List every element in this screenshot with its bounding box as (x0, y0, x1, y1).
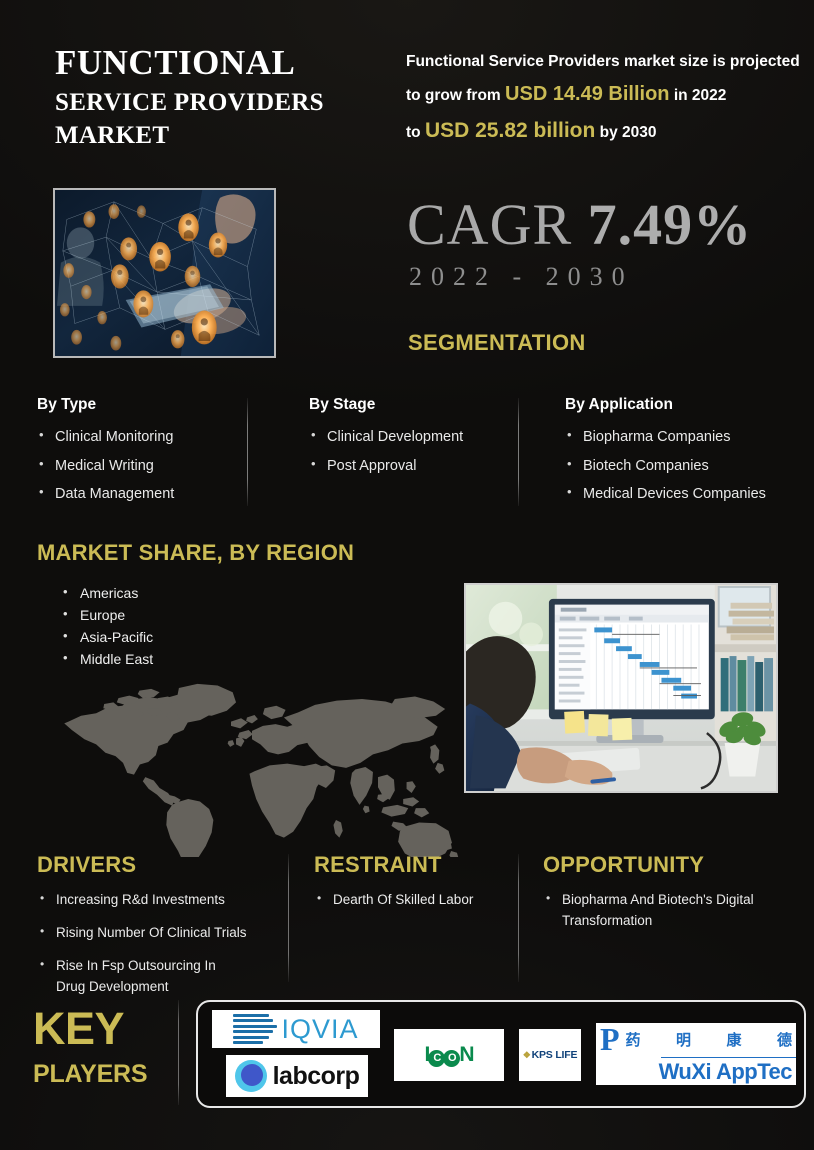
factor-item: Rise In Fsp Outsourcing In Drug Developm… (37, 955, 247, 998)
factor-divider (288, 854, 289, 982)
iqvia-wordmark: IQVIA (281, 1013, 359, 1044)
factor-list: Dearth Of Skilled Labor (314, 889, 504, 911)
factor-item: Biopharma And Biotech's Digital Transfor… (543, 889, 793, 932)
key-players-label: KEY PLAYERS (33, 1006, 173, 1087)
network-illustration (55, 190, 274, 356)
segment-column-by-stage: By Stage Clinical Development Post Appro… (309, 396, 463, 480)
factor-list: Increasing R&d Investments Rising Number… (37, 889, 247, 998)
factors-section: DRIVERS Increasing R&d Investments Risin… (0, 852, 814, 994)
factor-item: Rising Number Of Clinical Trials (37, 922, 247, 944)
segment-item: Clinical Monitoring (37, 422, 174, 452)
icon-ring-o: O (443, 1050, 461, 1067)
segment-divider (518, 398, 519, 506)
factor-heading: OPPORTUNITY (543, 852, 705, 877)
title-line-2: SERVICE PROVIDERS (55, 88, 324, 116)
segment-column-by-type: By Type Clinical Monitoring Medical Writ… (37, 396, 174, 509)
page-title: FUNCTIONAL SERVICE PROVIDERS MARKET (55, 44, 395, 149)
key-players-line-1: KEY (33, 1003, 125, 1054)
factor-list: Biopharma And Biotech's Digital Transfor… (543, 889, 793, 932)
segment-title: By Application (565, 396, 673, 413)
segment-item: Biotech Companies (565, 451, 766, 481)
segment-list: Clinical Development Post Approval (309, 422, 463, 481)
value-2022: USD 14.49 Billion (505, 82, 670, 105)
factor-heading: RESTRAINT (314, 852, 442, 877)
title-line-3: MARKET (55, 121, 170, 149)
segmentation-columns: By Type Clinical Monitoring Medical Writ… (0, 396, 814, 512)
world-map (42, 672, 462, 857)
cagr-label: CAGR (407, 192, 573, 257)
cagr-value: 7.49% (587, 192, 753, 257)
icon-ring-c: C (428, 1050, 446, 1067)
factor-item: Increasing R&d Investments (37, 889, 247, 911)
wuxi-rule (661, 1057, 796, 1058)
iqvia-bars-icon (233, 1013, 278, 1045)
factor-heading: DRIVERS (37, 852, 137, 877)
factor-divider (518, 854, 519, 982)
factor-column-drivers: DRIVERS Increasing R&d Investments Risin… (37, 852, 247, 1010)
wuxi-wordmark: WuXi AppTec (658, 1059, 793, 1084)
segment-list: Clinical Monitoring Medical Writing Data… (37, 422, 174, 509)
wuxi-p-mark-icon: P (600, 1023, 620, 1057)
labcorp-wordmark: labcorp (272, 1061, 360, 1090)
region-item: Asia-Pacific (60, 625, 153, 648)
segment-title: By Stage (309, 396, 376, 413)
segment-divider (247, 398, 248, 506)
market-share-heading: MARKET SHARE, BY REGION (37, 540, 355, 565)
cagr-year-range: 2022 - 2030 (409, 262, 634, 291)
segment-item: Medical Devices Companies (565, 479, 766, 509)
blurb-line-3: in 2022 (673, 86, 727, 104)
region-item: Europe (60, 603, 153, 626)
segment-item: Clinical Development (309, 422, 463, 452)
blurb-line-1: Functional Service Providers market size… (406, 53, 800, 70)
kps-life-logo: ❖KPS LIFE (519, 1029, 581, 1081)
labcorp-logo: labcorp (226, 1055, 368, 1097)
labcorp-circle-icon (234, 1060, 267, 1092)
segment-item: Post Approval (309, 451, 463, 481)
work-desk-photo (464, 583, 778, 793)
market-size-blurb: Functional Service Providers market size… (406, 48, 814, 150)
iqvia-logo: IQVIA (212, 1010, 380, 1048)
cagr-display: CAGR 7.49% (407, 196, 752, 254)
blurb-line-5: by 2030 (599, 123, 657, 141)
hero-network-photo (53, 188, 276, 358)
office-illustration (466, 585, 776, 791)
world-map-svg (64, 683, 459, 857)
region-list: Americas Europe Asia-Pacific Middle East (60, 581, 153, 670)
segment-item: Biopharma Companies (565, 422, 766, 452)
wuxi-chinese-name: 药 明 康 德 (625, 1031, 792, 1049)
region-item: Americas (60, 581, 153, 604)
factor-column-restraint: RESTRAINT Dearth Of Skilled Labor (314, 852, 504, 923)
segment-title: By Type (37, 396, 97, 413)
segment-item: Medical Writing (37, 451, 174, 481)
key-players-divider (178, 1000, 179, 1105)
segment-item: Data Management (37, 479, 174, 509)
kps-star-icon: ❖ (522, 1050, 531, 1060)
segment-column-by-application: By Application Biopharma Companies Biote… (565, 396, 766, 509)
kps-wordmark: ❖KPS LIFE (522, 1049, 578, 1061)
factor-column-opportunity: OPPORTUNITY Biopharma And Biotech's Digi… (543, 852, 793, 944)
segment-list: Biopharma Companies Biotech Companies Me… (565, 422, 766, 509)
wuxi-apptec-logo: P 药 明 康 德 WuXi AppTec (596, 1023, 796, 1085)
title-line-1: FUNCTIONAL (55, 43, 296, 82)
value-2030: USD 25.82 billion (424, 118, 596, 142)
key-players-line-2: PLAYERS (33, 1060, 148, 1088)
blurb-line-2: to grow from (406, 86, 501, 104)
blurb-line-4: to (406, 123, 421, 141)
region-item: Middle East (60, 647, 153, 670)
segmentation-heading: SEGMENTATION (408, 330, 586, 355)
factor-item: Dearth Of Skilled Labor (314, 889, 504, 911)
